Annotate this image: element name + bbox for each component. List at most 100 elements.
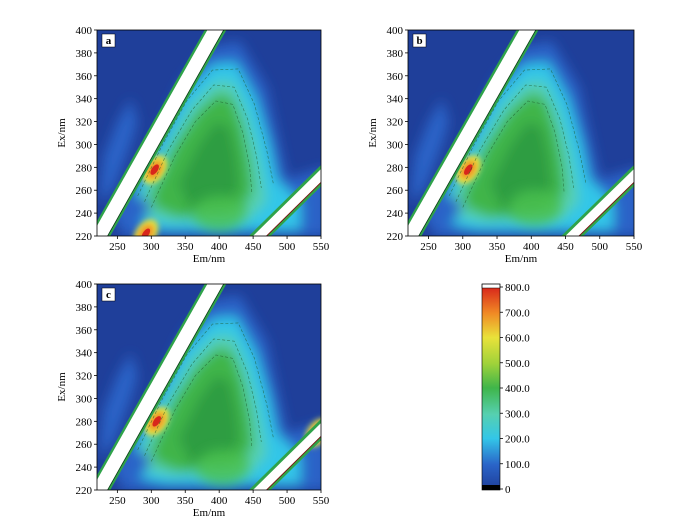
rayleigh-scatter-band: [97, 284, 227, 490]
panel-letter-box: [101, 33, 116, 48]
y-tick-label: 240: [76, 208, 93, 220]
x-tick-label: 250: [109, 495, 126, 507]
x-axis-title: Em/nm: [505, 253, 538, 265]
x-tick-label: 350: [177, 495, 194, 507]
colorbar-top-cap: [481, 283, 501, 289]
second-order-scatter-band: [561, 165, 634, 236]
peak-a-2: [133, 219, 159, 236]
y-tick-label: 320: [76, 371, 93, 383]
intensity-field: [100, 295, 321, 490]
second-order-scatter-band: [248, 419, 321, 490]
y-tick-label: 360: [76, 71, 93, 83]
colorbar-zero-cap: [482, 485, 500, 490]
contour-lines: [448, 68, 587, 208]
rayleigh-scatter-band: [97, 30, 227, 236]
heatmap-area: [97, 30, 321, 236]
y-tick-label: 260: [387, 185, 404, 197]
panel-letter: b: [416, 35, 422, 47]
panel-c: 220 240 260 280 300 320 340 360 380 400 250 300 350 4…: [56, 279, 330, 519]
x-tick-label: 300: [143, 495, 160, 507]
colorbar-tick-label: 200.0: [505, 434, 530, 446]
y-tick-label: 240: [387, 208, 404, 220]
y-tick-label: 240: [76, 462, 93, 474]
colorbar-gradient: [482, 287, 500, 489]
y-tick-label: 340: [76, 94, 93, 106]
panel-letter-box: [412, 33, 427, 48]
colorbar-tick-label: 500.0: [505, 358, 530, 370]
heatmap-area: [408, 30, 634, 236]
x-tick-label: 500: [279, 241, 296, 253]
y-tick-label: 260: [76, 185, 93, 197]
panel-a: 220 240 260 280 300 320 340 360 380 400 250 300 350 4…: [56, 25, 330, 265]
y-axis-title: Ex/nm: [367, 118, 379, 148]
colorbar-tick-label: 600.0: [505, 333, 530, 345]
y-tick-label: 300: [76, 139, 93, 151]
y-tick-label: 320: [387, 117, 404, 129]
peak-a-3: [193, 195, 246, 232]
x-tick-label: 300: [455, 241, 472, 253]
plot-frame: [96, 29, 322, 237]
x-tick-label: 250: [109, 241, 126, 253]
y-tick-label: 260: [76, 439, 93, 451]
x-tick-label: 550: [313, 495, 330, 507]
intensity-field: [411, 41, 634, 236]
y-tick-label: 220: [387, 231, 404, 243]
colorbar-tick-label: 400.0: [505, 383, 530, 395]
y-tick-label: 380: [387, 48, 404, 60]
x-tick-label: 350: [177, 241, 194, 253]
x-tick-label: 400: [523, 241, 540, 253]
rayleigh-scatter-band: [408, 30, 539, 236]
y-tick-label: 280: [76, 416, 93, 428]
x-tick-label: 400: [211, 495, 228, 507]
x-tick-label: 550: [313, 241, 330, 253]
y-tick-label: 220: [76, 231, 93, 243]
x-tick-label: 550: [626, 241, 643, 253]
y-tick-label: 380: [76, 302, 93, 314]
peak-c-2: [196, 449, 249, 486]
y-tick-label: 400: [76, 279, 93, 291]
colorbar-tick-label: 100.0: [505, 459, 530, 471]
y-tick-label: 340: [76, 348, 93, 360]
y-tick-label: 340: [387, 94, 404, 106]
colorbar-frame: [481, 283, 501, 491]
plot-frame: [96, 283, 322, 491]
colorbar: 0 100.0 200.0 300.0 400.0 500.0 600.0 700.0 800.…: [481, 282, 530, 496]
x-tick-label: 450: [245, 241, 262, 253]
x-tick-label: 350: [489, 241, 506, 253]
y-tick-label: 300: [76, 393, 93, 405]
second-order-scatter-band: [248, 165, 321, 236]
panel-letter-box: [101, 287, 116, 302]
y-tick-label: 220: [76, 485, 93, 497]
plot-frame: [407, 29, 635, 237]
colorbar-tick-label: 300.0: [505, 408, 530, 420]
intensity-field: [100, 41, 321, 236]
contour-lines: [137, 68, 274, 208]
y-tick-label: 280: [387, 162, 404, 174]
heatmap-area: [97, 284, 321, 490]
x-tick-label: 400: [211, 241, 228, 253]
x-tick-label: 450: [245, 495, 262, 507]
panel-letter: c: [106, 289, 111, 301]
contour-lines: [137, 322, 274, 462]
y-tick-label: 360: [387, 71, 404, 83]
y-tick-label: 380: [76, 48, 93, 60]
y-tick-label: 360: [76, 325, 93, 337]
x-tick-label: 500: [279, 495, 296, 507]
panel-b: 220 240 260 280 300 320 340 360 380 400 250 300 350 4…: [367, 25, 643, 265]
y-tick-label: 320: [76, 117, 93, 129]
x-axis-title: Em/nm: [193, 507, 226, 519]
peak-b-2: [508, 189, 561, 226]
y-tick-label: 300: [387, 139, 404, 151]
x-tick-label: 450: [557, 241, 574, 253]
colorbar-tick-label: 800.0: [505, 282, 530, 294]
y-tick-label: 280: [76, 162, 93, 174]
y-tick-label: 400: [76, 25, 93, 37]
x-tick-label: 500: [592, 241, 609, 253]
colorbar-tick-label: 0: [505, 484, 511, 496]
panel-letter: a: [106, 35, 112, 47]
y-tick-label: 400: [387, 25, 404, 37]
y-axis-title: Ex/nm: [56, 118, 68, 148]
y-axis-title: Ex/nm: [56, 372, 68, 402]
colorbar-tick-label: 700.0: [505, 307, 530, 319]
